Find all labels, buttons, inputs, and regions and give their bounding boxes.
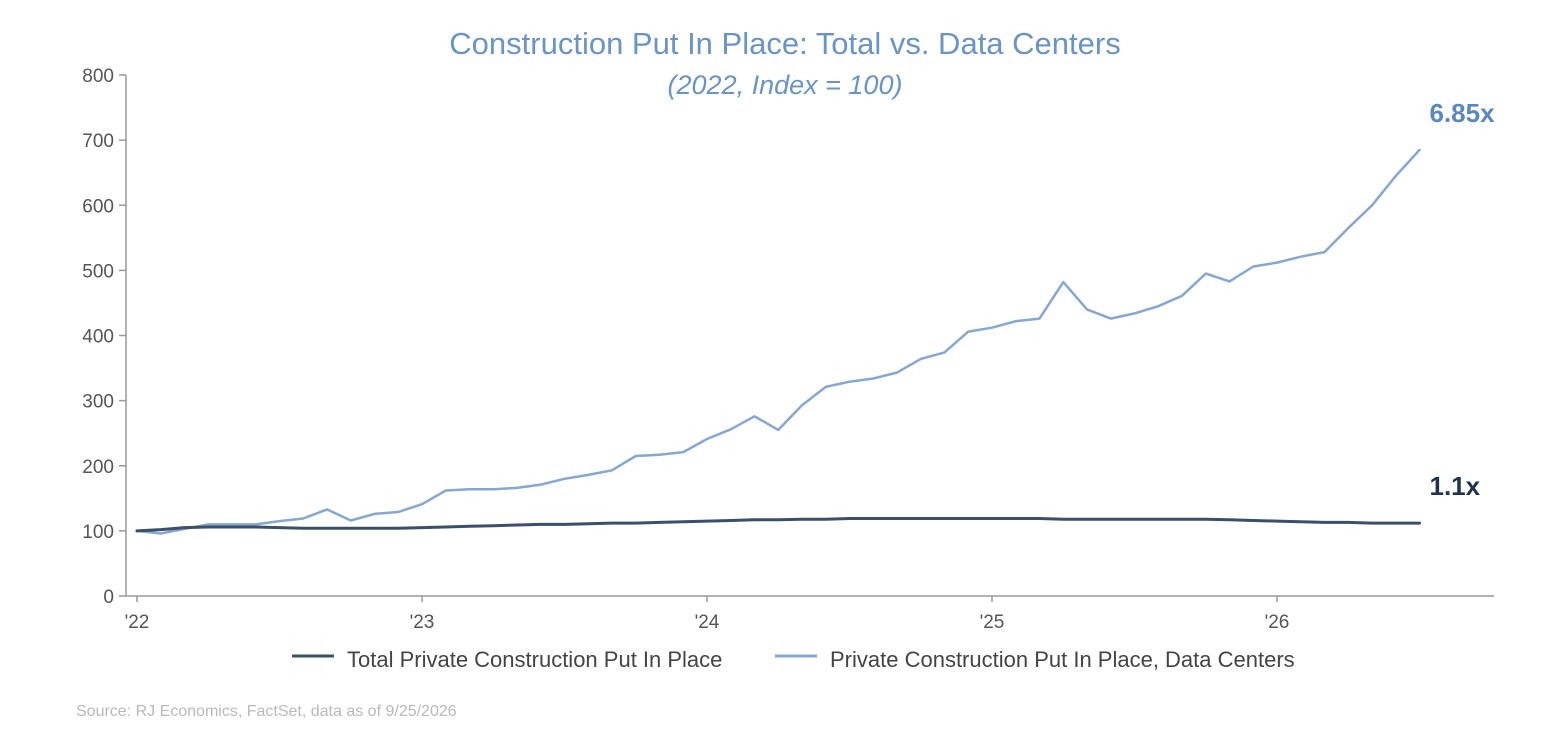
y-tick-label: 0 [103, 587, 114, 608]
y-tick-label: 200 [82, 457, 114, 478]
chart-subtitle: (2022, Index = 100) [668, 70, 903, 100]
y-tick-label: 100 [82, 522, 114, 543]
y-tick-label: 300 [82, 392, 114, 413]
series-line-data-centers [135, 148, 1421, 535]
y-tick-label: 600 [82, 196, 114, 217]
x-axis: '22 '23 '24 '25 '26 [125, 595, 1494, 633]
end-label-total: 1.1x [1430, 471, 1481, 501]
x-tick-label: '25 [980, 612, 1005, 633]
x-tick-label: '23 [410, 612, 435, 633]
legend: Total Private Construction Put In Place … [292, 647, 1295, 672]
y-tick-label: 400 [82, 327, 114, 348]
series-layer [135, 148, 1421, 535]
chart-title: Construction Put In Place: Total vs. Dat… [449, 26, 1120, 61]
y-tick-label: 800 [82, 66, 114, 87]
end-label-data-centers: 6.85x [1430, 98, 1496, 128]
x-tick-label: '24 [695, 612, 720, 633]
x-tick-label: '22 [125, 612, 150, 633]
legend-label-data-centers: Private Construction Put In Place, Data … [830, 647, 1295, 672]
legend-label-total: Total Private Construction Put In Place [347, 647, 722, 672]
y-tick-label: 500 [82, 261, 114, 282]
end-labels: 1.1x 6.85x [1430, 98, 1496, 501]
y-axis: 0 100 200 300 400 500 600 700 800 [82, 66, 127, 608]
source-note: Source: RJ Economics, FactSet, data as o… [76, 703, 457, 720]
x-tick-label: '26 [1265, 612, 1290, 633]
y-tick-label: 700 [82, 131, 114, 152]
series-line-total-construction [135, 517, 1421, 533]
